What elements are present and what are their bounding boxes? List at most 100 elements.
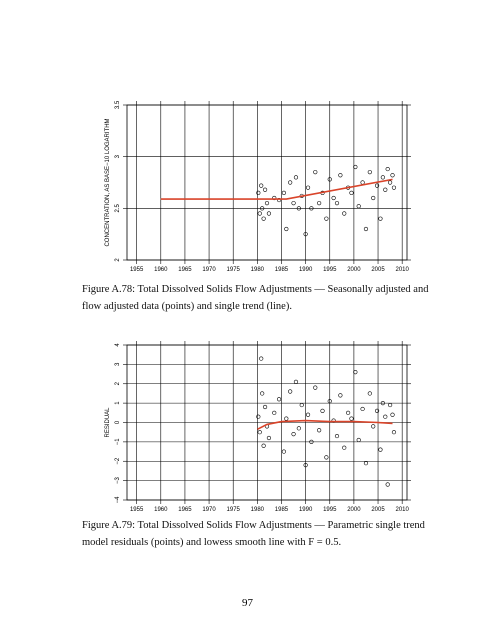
data-point (374, 183, 380, 188)
data-point (296, 426, 301, 431)
data-point (380, 401, 385, 406)
data-point (331, 195, 336, 201)
x-tick-label: 2000 (347, 267, 361, 273)
y-tick-label: 3.5 (115, 100, 121, 109)
x-tick-label: 1960 (154, 507, 168, 513)
data-point (388, 180, 393, 185)
data-point (261, 216, 266, 221)
data-point (320, 408, 325, 413)
x-tick-label: 1970 (202, 267, 216, 273)
data-point (331, 418, 336, 423)
data-point (360, 406, 365, 412)
data-point (390, 412, 395, 417)
x-tick-label: 1975 (227, 507, 241, 513)
y-tick-label: 0 (115, 420, 121, 424)
data-point (356, 204, 361, 209)
data-point (385, 166, 390, 172)
data-point (313, 170, 318, 175)
x-tick-label: 1990 (299, 267, 313, 273)
x-tick-label: 1995 (323, 267, 337, 273)
y-tick-label: 2 (115, 258, 121, 262)
data-point (324, 216, 329, 221)
x-tick-label: 1985 (275, 267, 289, 273)
y-tick-label: 3 (115, 154, 121, 158)
y-tick-label: 2 (115, 381, 121, 385)
data-point (342, 211, 347, 216)
y-tick-label: −1 (115, 438, 121, 446)
data-point (385, 482, 390, 487)
trend-line (256, 419, 393, 430)
page-number: 97 (242, 597, 253, 609)
data-point (327, 177, 332, 182)
data-point (374, 408, 380, 413)
data-point (349, 416, 354, 421)
x-tick-label: 1985 (275, 507, 289, 513)
data-point (388, 402, 393, 408)
data-point (390, 173, 395, 178)
data-point (299, 402, 304, 408)
data-point (281, 449, 286, 454)
data-point (338, 393, 343, 398)
data-point (262, 404, 268, 410)
data-point (391, 185, 397, 190)
data-point (303, 463, 308, 468)
data-point (266, 211, 272, 216)
x-tick-label: 1975 (227, 267, 241, 273)
x-tick-label: 2000 (347, 507, 361, 513)
data-point (338, 173, 343, 178)
y-tick-label: 1 (115, 401, 121, 405)
data-point (256, 190, 261, 195)
data-point (303, 232, 308, 237)
data-point (264, 201, 270, 206)
data-point (261, 443, 266, 448)
data-point (305, 185, 311, 190)
data-point (293, 379, 299, 384)
data-point (342, 445, 347, 450)
data-point (260, 206, 265, 211)
data-point (296, 206, 301, 211)
data-point (349, 190, 354, 195)
data-point (309, 206, 314, 211)
x-tick-label: 1960 (154, 267, 168, 273)
data-point (260, 391, 265, 396)
data-point (288, 180, 293, 185)
data-point (305, 412, 311, 417)
data-point (309, 439, 314, 444)
x-tick-label: 2005 (371, 267, 385, 273)
x-tick-label: 1995 (323, 507, 337, 513)
data-point (288, 389, 293, 394)
data-point (334, 201, 340, 206)
y-tick-label: 3 (115, 362, 121, 366)
data-point (293, 175, 299, 180)
y-axis-label: RESIDUAL (105, 407, 111, 438)
caption: Figure A.79: Total Dissolved Solids Flow… (82, 520, 425, 548)
data-point (371, 424, 376, 429)
y-tick-label: −4 (115, 496, 121, 504)
data-point (257, 430, 262, 435)
data-point (257, 211, 262, 216)
x-tick-label: 1980 (251, 267, 265, 273)
caption: Figure A.78: Total Dissolved Solids Flow… (82, 284, 429, 312)
data-point (262, 187, 268, 192)
data-point (367, 391, 372, 396)
data-point (272, 410, 277, 415)
x-tick-label: 1965 (178, 267, 192, 273)
plot-frame (126, 104, 408, 261)
data-point (259, 183, 264, 188)
data-point (327, 399, 332, 404)
data-point (276, 397, 282, 402)
x-tick-label: 2010 (395, 507, 409, 513)
data-point (313, 385, 318, 390)
data-point (353, 370, 358, 375)
data-point (317, 428, 322, 433)
data-point (334, 433, 340, 439)
data-point (383, 414, 388, 419)
data-point (378, 447, 383, 452)
y-tick-label: −2 (115, 457, 121, 465)
x-tick-label: 2010 (395, 267, 409, 273)
data-point (383, 187, 388, 192)
data-point (324, 455, 329, 460)
data-point (256, 414, 261, 419)
x-tick-label: 1970 (202, 507, 216, 513)
